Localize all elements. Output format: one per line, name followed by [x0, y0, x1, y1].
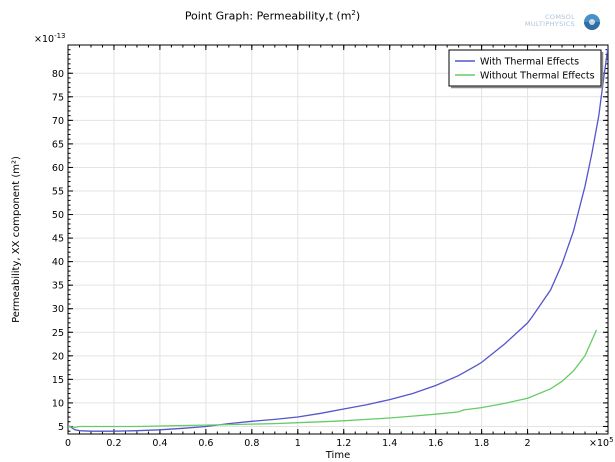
plot-frame: [67, 44, 609, 435]
x-tick-label: 1.8: [474, 438, 489, 449]
x-tick-label: 1.6: [428, 438, 443, 449]
y-tick-label: 25: [52, 328, 64, 339]
x-tick-label: 0.2: [106, 438, 121, 449]
logo-globe-icon: [584, 14, 600, 30]
y-axis-label: Permeability, XX component (m²): [11, 156, 22, 323]
logo-wordmark: COMSOL MULTIPHYSICS: [524, 13, 575, 28]
x-tick-label: 0.8: [244, 438, 259, 449]
y-axis-multiplier: ×10-13: [34, 32, 66, 45]
x-axis-label: Time: [325, 450, 350, 461]
series-line-1: [68, 47, 608, 432]
legend-entry-label: With Thermal Effects: [480, 57, 579, 68]
plot-area: [68, 45, 608, 434]
y-tick-label: 45: [52, 234, 64, 245]
legend-box: [448, 49, 602, 87]
y-tick-label: 55: [52, 186, 64, 197]
y-tick-label: 50: [52, 210, 64, 221]
y-tick-label: 10: [52, 398, 64, 409]
x-tick-label: 1.2: [336, 438, 351, 449]
x-axis-multiplier: ×105: [589, 436, 614, 449]
x-tick-label: 1.4: [382, 438, 397, 449]
legend-entry-label: Without Thermal Effects: [480, 71, 595, 82]
y-tick-label: 80: [52, 69, 64, 80]
x-tick-label: 0: [65, 438, 71, 449]
x-tick-label: 1: [295, 438, 301, 449]
y-tick-label: 65: [52, 139, 64, 150]
y-tick-label: 60: [52, 163, 64, 174]
comsol-logo: COMSOL MULTIPHYSICS: [493, 12, 603, 32]
y-tick-label: 70: [52, 116, 64, 127]
x-tick-label: 2: [525, 438, 531, 449]
y-tick-label: 30: [52, 304, 64, 315]
y-tick-label: 75: [52, 92, 64, 103]
x-tick-label: 0.6: [198, 438, 213, 449]
y-tick-label: 40: [52, 257, 64, 268]
chart-title: Point Graph: Permeability,t (m2): [184, 9, 361, 23]
x-tick-label: 0.4: [152, 438, 167, 449]
y-tick-label: 35: [52, 281, 64, 292]
y-tick-label: 15: [52, 375, 64, 386]
y-tick-label: 5: [58, 422, 64, 433]
y-tick-label: 20: [52, 351, 64, 362]
series-line-2: [68, 329, 598, 429]
